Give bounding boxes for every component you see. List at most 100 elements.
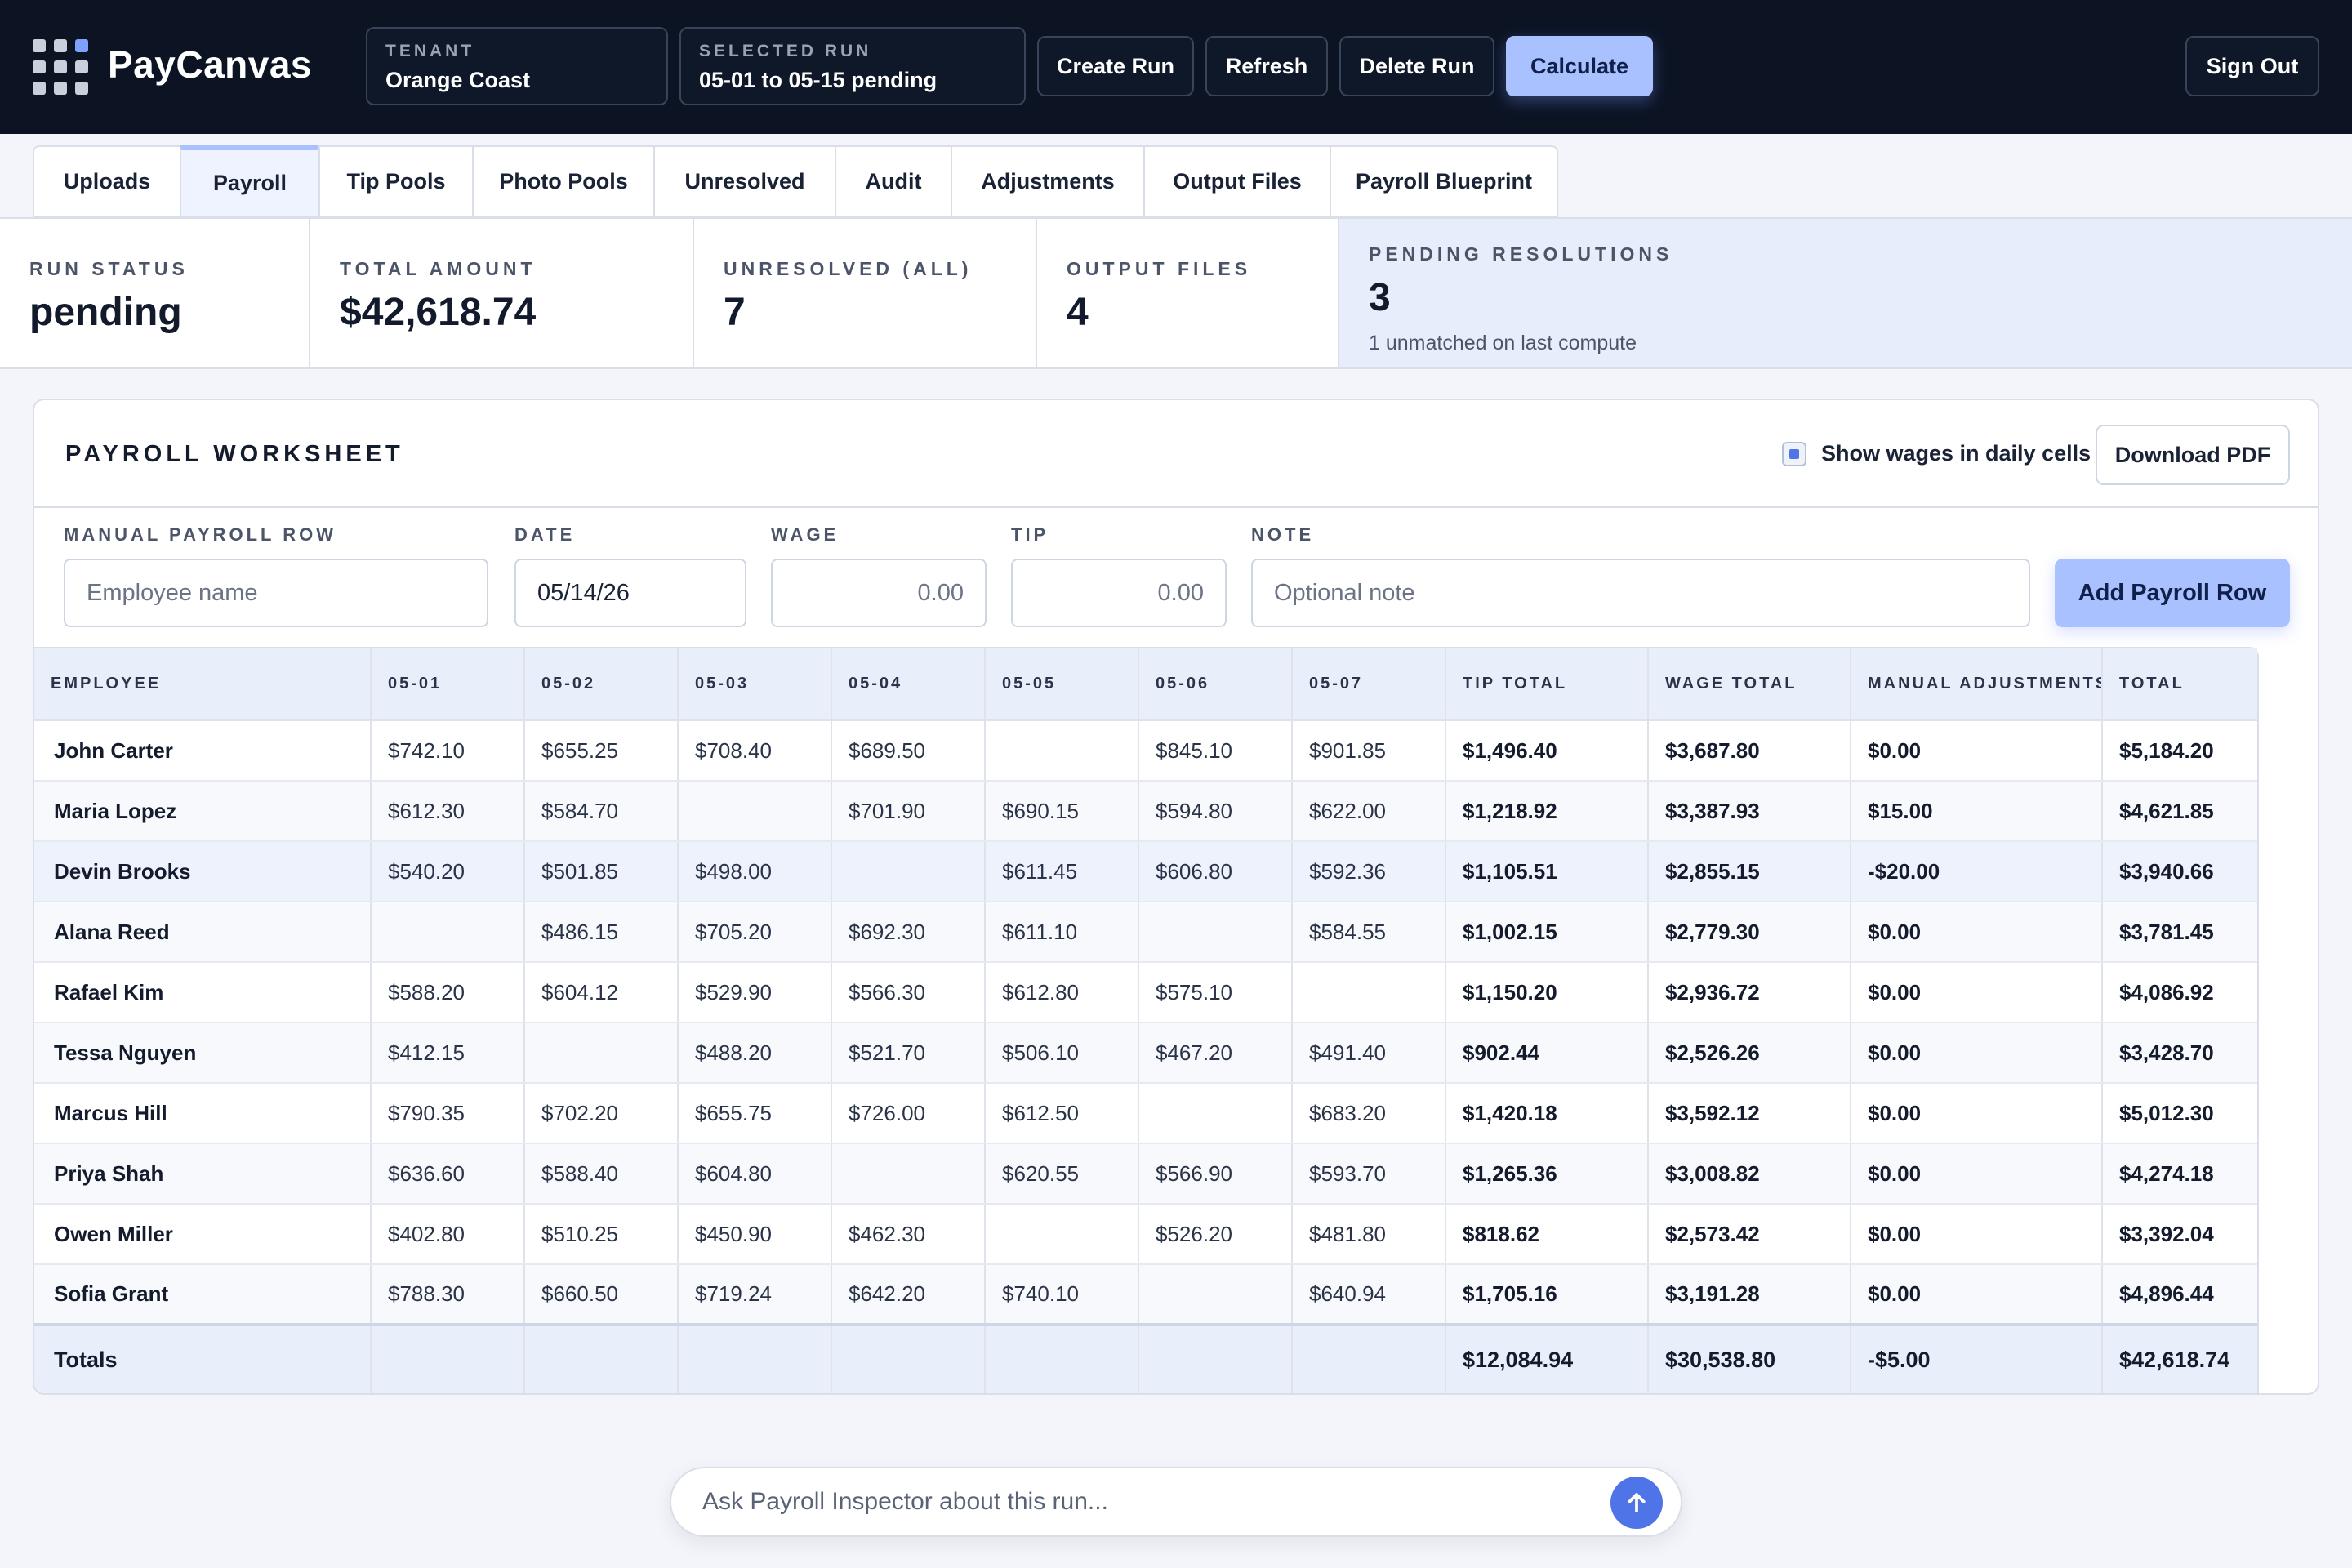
column-header: TOTAL xyxy=(2102,648,2257,721)
table-cell: $2,779.30 xyxy=(1648,902,1851,963)
payroll-inspector-chat[interactable]: Ask Payroll Inspector about this run... xyxy=(670,1467,1682,1537)
table-row[interactable]: Maria Lopez $612.30 $584.70 $701.90 $690.15 $… xyxy=(34,781,2257,842)
table-cell: $0.00 xyxy=(1851,962,2103,1023)
stat-subtext: 1 unmatched on last compute xyxy=(1369,332,1637,354)
table-cell: $2,855.15 xyxy=(1648,841,1851,902)
employee-field-group: MANUAL PAYROLL ROW Employee name xyxy=(64,524,488,627)
tab-tip-pools[interactable]: Tip Pools xyxy=(318,145,472,217)
table-cell: $0.00 xyxy=(1851,1022,2103,1084)
show-wages-toggle[interactable]: Show wages in daily cells xyxy=(1782,441,2091,466)
table-row[interactable]: Rafael Kim $588.20 $604.12 $529.90 $566.30 $6… xyxy=(34,962,2257,1023)
table-cell: $3,428.70 xyxy=(2102,1022,2257,1084)
date-input[interactable]: 05/14/26 xyxy=(514,559,746,627)
table-cell: $0.00 xyxy=(1851,1143,2103,1205)
calculate-button[interactable]: Calculate xyxy=(1506,36,1653,96)
table-row[interactable]: Devin Brooks $540.20 $501.85 $498.00 $611.45… xyxy=(34,841,2257,902)
employee-name-input[interactable]: Employee name xyxy=(64,559,488,627)
selected-run-value: 05-01 to 05-15 pending xyxy=(699,68,938,92)
table-cell: $606.80 xyxy=(1138,841,1293,902)
table-cell: $575.10 xyxy=(1138,962,1293,1023)
create-run-button[interactable]: Create Run xyxy=(1037,36,1194,96)
wage-field-group: WAGE 0.00 xyxy=(771,524,987,627)
refresh-button[interactable]: Refresh xyxy=(1205,36,1328,96)
table-row[interactable]: Alana Reed $486.15 $705.20 $692.30 $611.10 $5… xyxy=(34,902,2257,963)
selected-run-selector[interactable]: SELECTED RUN 05-01 to 05-15 pending xyxy=(679,27,1026,105)
table-cell: $3,008.82 xyxy=(1648,1143,1851,1205)
table-cell: $566.30 xyxy=(831,962,986,1023)
tab-photo-pools[interactable]: Photo Pools xyxy=(472,145,653,217)
totals-cell: $12,084.94 xyxy=(1446,1323,1649,1393)
tab-uploads[interactable]: Uploads xyxy=(33,145,180,217)
table-cell: $701.90 xyxy=(831,781,986,842)
table-cell: $592.36 xyxy=(1292,841,1446,902)
table-cell: $604.12 xyxy=(524,962,679,1023)
table-cell: $1,218.92 xyxy=(1446,781,1649,842)
stat-total-amount: TOTAL AMOUNT $42,618.74 xyxy=(310,219,694,368)
tip-field-label: TIP xyxy=(1011,524,1049,545)
table-cell: $740.10 xyxy=(985,1264,1139,1325)
table-body: John Carter $742.10 $655.25 $708.40 $689.50 $… xyxy=(34,720,2257,1325)
tip-input[interactable]: 0.00 xyxy=(1011,559,1227,627)
table-cell: $3,687.80 xyxy=(1648,720,1851,782)
employee-name-cell: Tessa Nguyen xyxy=(34,1022,372,1084)
note-input[interactable]: Optional note xyxy=(1251,559,2030,627)
table-row[interactable]: Marcus Hill $790.35 $702.20 $655.75 $726.00 $… xyxy=(34,1083,2257,1144)
employee-name-cell: Rafael Kim xyxy=(34,962,372,1023)
table-cell: $467.20 xyxy=(1138,1022,1293,1084)
table-row[interactable]: Owen Miller $402.80 $510.25 $450.90 $462.30 $… xyxy=(34,1204,2257,1265)
payroll-worksheet-card: PAYROLL WORKSHEET Show wages in daily ce… xyxy=(33,399,2319,1395)
employee-field-label: MANUAL PAYROLL ROW xyxy=(64,524,336,545)
table-totals-row: Totals $12,084.94 $30,538.80 -$5.00 $42,618.… xyxy=(34,1323,2257,1393)
table-cell xyxy=(1138,1083,1293,1144)
add-payroll-row-button[interactable]: Add Payroll Row xyxy=(2055,559,2290,627)
date-field-label: DATE xyxy=(514,524,576,545)
table-row[interactable]: Sofia Grant $788.30 $660.50 $719.24 $642.20 $… xyxy=(34,1264,2257,1325)
stats-bar: RUN STATUS pending TOTAL AMOUNT $42,618.… xyxy=(0,217,2352,369)
table-cell xyxy=(831,1143,986,1205)
totals-cell xyxy=(524,1323,679,1393)
table-row[interactable]: John Carter $742.10 $655.25 $708.40 $689.50 $… xyxy=(34,720,2257,782)
wage-input[interactable]: 0.00 xyxy=(771,559,987,627)
worksheet-header: PAYROLL WORKSHEET Show wages in daily ce… xyxy=(34,400,2318,508)
totals-cell xyxy=(1292,1323,1446,1393)
stat-value: 3 xyxy=(1369,276,1391,319)
stat-value: pending xyxy=(29,291,182,334)
delete-run-button[interactable]: Delete Run xyxy=(1339,36,1494,96)
stat-run-status: RUN STATUS pending xyxy=(0,219,310,368)
table-cell: $1,105.51 xyxy=(1446,841,1649,902)
table-cell: $742.10 xyxy=(371,720,525,782)
table-cell: $488.20 xyxy=(678,1022,832,1084)
table-cell: $402.80 xyxy=(371,1204,525,1265)
tab-unresolved[interactable]: Unresolved xyxy=(653,145,835,217)
table-cell: $529.90 xyxy=(678,962,832,1023)
tab-output-files[interactable]: Output Files xyxy=(1143,145,1330,217)
download-pdf-button[interactable]: Download PDF xyxy=(2096,425,2290,485)
tab-audit[interactable]: Audit xyxy=(835,145,951,217)
arrow-up-icon[interactable] xyxy=(1610,1477,1663,1529)
table-row[interactable]: Priya Shah $636.60 $588.40 $604.80 $620.55 $5… xyxy=(34,1143,2257,1205)
stat-value: $42,618.74 xyxy=(340,291,537,334)
table-cell xyxy=(985,1204,1139,1265)
sign-out-button[interactable]: Sign Out xyxy=(2185,36,2319,96)
table-cell: $501.85 xyxy=(524,841,679,902)
table-cell xyxy=(524,1022,679,1084)
column-header: 05-07 xyxy=(1292,648,1446,721)
table-cell: $655.75 xyxy=(678,1083,832,1144)
column-header: EMPLOYEE xyxy=(34,648,372,721)
column-header: WAGE TOTAL xyxy=(1648,648,1851,721)
table-cell: $642.20 xyxy=(831,1264,986,1325)
top-bar: PayCanvas TENANT Orange Coast SELECTED R… xyxy=(0,0,2352,134)
table-cell: $0.00 xyxy=(1851,1204,2103,1265)
show-wages-checkbox[interactable] xyxy=(1782,441,1806,466)
tab-payroll[interactable]: Payroll xyxy=(180,145,318,217)
payroll-table-container: EMPLOYEE 05-01 05-02 05-03 05-04 05-05 05-06 05… xyxy=(34,647,2259,1393)
totals-cell: $42,618.74 xyxy=(2102,1323,2257,1393)
tenant-selector[interactable]: TENANT Orange Coast xyxy=(366,27,668,105)
table-cell: $412.15 xyxy=(371,1022,525,1084)
table-cell: $450.90 xyxy=(678,1204,832,1265)
chat-input[interactable]: Ask Payroll Inspector about this run... xyxy=(702,1488,1108,1515)
tab-adjustments[interactable]: Adjustments xyxy=(951,145,1143,217)
table-row[interactable]: Tessa Nguyen $412.15 $488.20 $521.70 $506.10… xyxy=(34,1022,2257,1084)
table-cell: $0.00 xyxy=(1851,902,2103,963)
tab-payroll-blueprint[interactable]: Payroll Blueprint xyxy=(1330,145,1558,217)
